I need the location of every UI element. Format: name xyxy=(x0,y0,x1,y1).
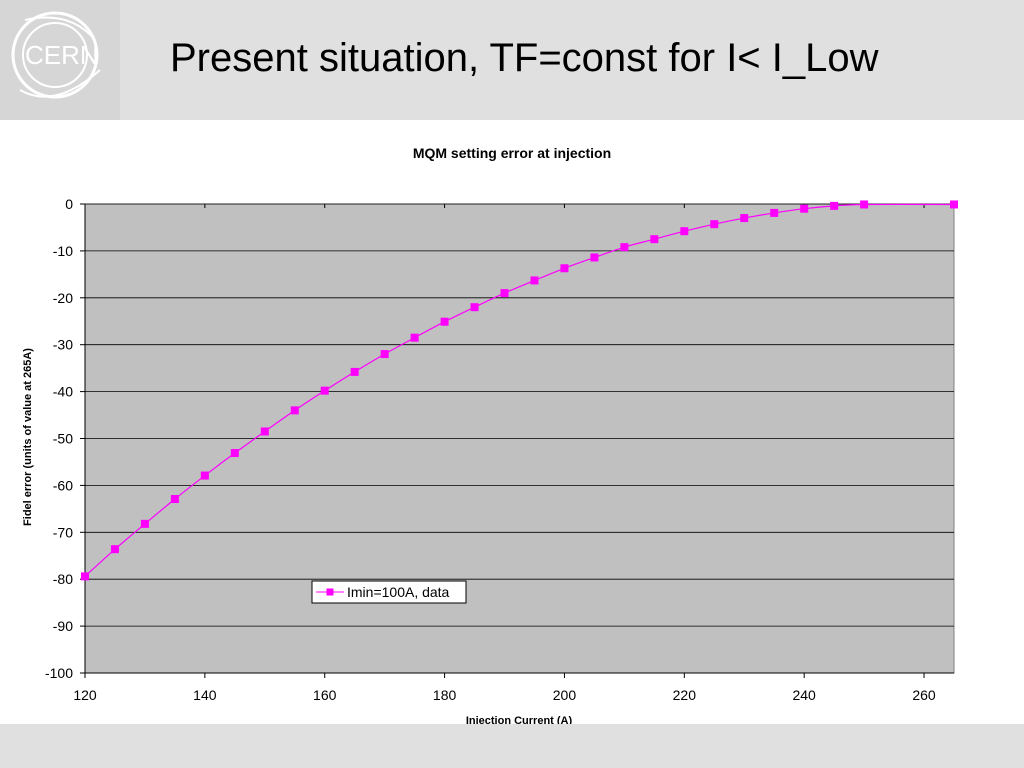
x-tick-label: 120 xyxy=(73,687,97,703)
data-point xyxy=(770,208,779,217)
data-point xyxy=(140,519,149,528)
logo-text: CERN xyxy=(25,40,99,70)
legend-box xyxy=(311,580,467,604)
slide-footer xyxy=(0,724,1024,768)
data-point xyxy=(710,220,719,229)
y-axis-label: Fidel error (units of value at 265A) xyxy=(22,348,34,526)
y-tick-label: -70 xyxy=(53,524,73,540)
y-tick-label: 0 xyxy=(65,196,73,212)
data-point xyxy=(740,214,749,223)
y-tick-label: -10 xyxy=(53,243,73,259)
y-tick-label: -80 xyxy=(53,571,73,587)
data-point xyxy=(470,303,479,312)
data-point xyxy=(380,350,389,359)
x-tick-label: 220 xyxy=(673,687,697,703)
data-point xyxy=(81,572,89,581)
data-point xyxy=(320,386,329,395)
data-point xyxy=(230,449,239,458)
data-point xyxy=(170,495,179,504)
data-point xyxy=(500,289,509,298)
legend-label: Imin=100A, data xyxy=(347,584,450,600)
series-line xyxy=(84,203,955,577)
x-tick-label: 160 xyxy=(313,687,337,703)
data-point xyxy=(860,200,869,209)
x-tick-label: 260 xyxy=(912,687,936,703)
data-point xyxy=(530,276,539,285)
y-tick-label: -20 xyxy=(53,290,73,306)
chart-title: MQM setting error at injection xyxy=(413,145,611,161)
cern-logo: CERN xyxy=(0,0,120,120)
y-tick-label: -90 xyxy=(53,618,73,634)
slide-title: Present situation, TF=const for I< I_Low xyxy=(170,36,879,80)
legend: Imin=100A, data xyxy=(311,580,467,604)
data-point xyxy=(590,253,599,262)
x-tick-label: 200 xyxy=(553,687,577,703)
x-tick-label: 240 xyxy=(792,687,816,703)
cern-logo-icon: CERN xyxy=(11,11,101,99)
data-point xyxy=(350,367,359,376)
y-tick-label: -50 xyxy=(53,431,73,447)
x-tick-label: 180 xyxy=(433,687,457,703)
chart: MQM setting error at injection 0 -10 -20 -3… xyxy=(22,145,958,724)
x-axis-label: Injection Current (A) xyxy=(466,715,573,724)
y-tick-label: -30 xyxy=(53,337,73,353)
data-point xyxy=(260,427,269,436)
data-point xyxy=(800,204,809,213)
y-tick-label: -40 xyxy=(53,384,73,400)
data-point xyxy=(200,471,209,480)
data-point xyxy=(650,235,659,244)
data-point xyxy=(440,317,449,326)
data-point xyxy=(620,243,629,252)
data-point xyxy=(680,227,689,236)
data-point xyxy=(830,201,839,210)
x-tick-label: 140 xyxy=(193,687,217,703)
y-tick-label: -100 xyxy=(45,665,73,681)
legend-marker xyxy=(326,588,334,596)
data-point xyxy=(410,333,419,342)
slide-header: CERN Present situation, TF=const for I< … xyxy=(0,0,1024,120)
data-point xyxy=(950,200,958,209)
y-tick-label: -60 xyxy=(53,477,73,493)
data-point xyxy=(110,545,119,554)
series xyxy=(81,200,958,581)
data-point xyxy=(560,264,569,273)
data-point xyxy=(290,406,299,415)
